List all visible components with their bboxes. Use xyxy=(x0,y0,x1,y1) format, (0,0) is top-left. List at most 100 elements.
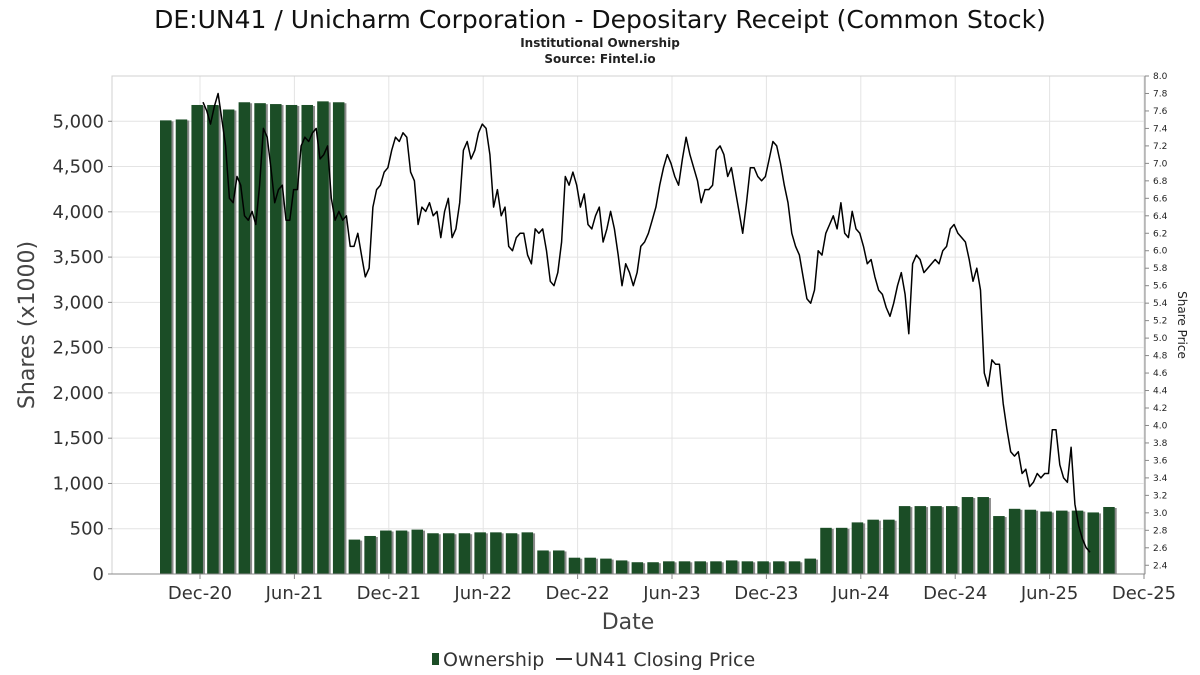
ownership-bar xyxy=(254,103,266,574)
y2-tick-label: 3.6 xyxy=(1153,456,1168,466)
ownership-bar xyxy=(317,101,329,575)
ownership-bar xyxy=(380,530,392,574)
chart-title: DE:UN41 / Unicharm Corporation - Deposit… xyxy=(154,5,1046,34)
x-tick-label: Jun-23 xyxy=(642,583,701,604)
y2-tick-label: 8.0 xyxy=(1153,72,1168,82)
x-tick-label: Dec-23 xyxy=(734,583,798,604)
ownership-bar xyxy=(207,104,219,574)
ownership-bar xyxy=(1024,509,1037,574)
ownership-bar xyxy=(914,506,927,574)
ownership-bar xyxy=(458,533,471,574)
y2-tick-label: 4.0 xyxy=(1153,421,1168,431)
x-tick-label: Dec-25 xyxy=(1112,583,1176,604)
y2-tick-label: 6.8 xyxy=(1153,177,1168,187)
y2-tick-label: 6.2 xyxy=(1153,229,1167,239)
y-axis-label: Shares (x1000) xyxy=(15,241,40,409)
ownership-bar xyxy=(160,120,172,574)
y2-tick-label: 3.4 xyxy=(1153,474,1168,484)
y2-tick-label: 2.6 xyxy=(1153,544,1168,554)
y2-tick-label: 3.2 xyxy=(1153,491,1167,501)
x-tick-label: Jun-24 xyxy=(831,583,890,604)
y-tick-label: 2,000 xyxy=(52,383,104,404)
ownership-bar xyxy=(584,557,596,574)
y2-tick-label: 5.0 xyxy=(1153,334,1168,344)
ownership-bar xyxy=(1071,510,1084,574)
ownership-bar xyxy=(757,561,769,574)
ownership-bars xyxy=(160,101,1117,575)
legend-price-label: UN41 Closing Price xyxy=(575,649,755,671)
ownership-bar xyxy=(490,532,502,574)
ownership-bar xyxy=(678,561,691,574)
ownership-bar xyxy=(600,558,612,574)
y-tick-label: 4,000 xyxy=(52,202,104,223)
y2-tick-label: 2.8 xyxy=(1153,526,1168,536)
x-tick-label: Dec-20 xyxy=(168,583,232,604)
x-tick-label: Jun-21 xyxy=(265,583,324,604)
ownership-bar xyxy=(725,560,738,574)
y2-tick-label: 3.0 xyxy=(1153,509,1168,519)
y-tick-label: 3,500 xyxy=(52,247,104,268)
ownership-bar xyxy=(1056,510,1068,574)
y2-tick-label: 2.4 xyxy=(1153,561,1168,571)
y-tick-label: 500 xyxy=(70,519,104,540)
ownership-bar xyxy=(961,497,974,574)
legend: Ownership UN41 Closing Price xyxy=(432,649,755,671)
ownership-bar xyxy=(411,529,424,574)
ownership-bar xyxy=(663,561,675,574)
legend-ownership-swatch xyxy=(432,653,439,665)
price-line xyxy=(202,92,1091,553)
y-axis-ticks: 0 500 1,000 1,500 2,000 2,500 3,000 3,500 4,000 4… xyxy=(52,111,112,585)
y2-tick-label: 4.4 xyxy=(1153,387,1168,397)
ownership-bar xyxy=(1008,508,1021,574)
ownership-bar xyxy=(553,550,565,574)
y-tick-label: 3,000 xyxy=(52,292,104,313)
x-tick-label: Dec-21 xyxy=(357,583,421,604)
legend-ownership-label: Ownership xyxy=(443,649,544,671)
ownership-bar xyxy=(647,562,659,574)
ownership-bar xyxy=(977,497,989,574)
chart-source: Source: Fintel.io xyxy=(544,52,655,66)
ownership-bar xyxy=(222,109,235,574)
y2-tick-label: 4.6 xyxy=(1153,369,1168,379)
ownership-bar xyxy=(285,104,298,574)
ownership-bar xyxy=(505,533,518,574)
y-tick-label: 1,500 xyxy=(52,428,104,449)
ownership-bar xyxy=(993,516,1005,574)
ownership-bar xyxy=(898,506,911,574)
y-tick-label: 0 xyxy=(93,564,104,585)
ownership-bar xyxy=(835,527,848,574)
ownership-bar xyxy=(773,561,785,574)
ownership-bar xyxy=(851,522,864,574)
ownership-bar xyxy=(820,527,832,574)
y2-tick-label: 4.8 xyxy=(1153,352,1168,362)
ownership-bar xyxy=(427,533,439,574)
ownership-bar xyxy=(788,561,801,574)
ownership-bar xyxy=(175,119,188,574)
y2-axis-label: Share Price xyxy=(1175,291,1189,359)
ownership-bar xyxy=(710,561,722,574)
y2-tick-label: 7.4 xyxy=(1153,124,1168,134)
ownership-bar xyxy=(191,104,203,574)
ownership-bar xyxy=(521,532,534,574)
ownership-bar xyxy=(348,539,361,574)
y2-tick-label: 5.6 xyxy=(1153,282,1168,292)
x-axis-label: Date xyxy=(602,610,655,635)
y-tick-label: 5,000 xyxy=(52,111,104,132)
ownership-bar xyxy=(883,519,895,574)
y-tick-label: 2,500 xyxy=(52,338,104,359)
x-tick-label: Dec-22 xyxy=(545,583,609,604)
ownership-bar xyxy=(537,550,549,574)
ownership-bar xyxy=(332,102,345,574)
ownership-bar xyxy=(568,557,581,574)
y-tick-label: 4,500 xyxy=(52,157,104,178)
ownership-bar xyxy=(615,560,628,574)
y2-tick-label: 7.0 xyxy=(1153,159,1168,169)
x-tick-label: Dec-24 xyxy=(923,583,987,604)
ownership-bar xyxy=(804,558,817,574)
x-axis-ticks: Dec-20 Jun-21 Dec-21 Jun-22 Dec-22 Jun-23 Dec-… xyxy=(168,574,1176,604)
ownership-bar xyxy=(395,530,408,574)
y2-tick-label: 7.6 xyxy=(1153,107,1168,117)
y2-tick-label: 7.8 xyxy=(1153,89,1168,99)
y2-tick-label: 3.8 xyxy=(1153,439,1168,449)
ownership-bar xyxy=(1087,512,1099,574)
